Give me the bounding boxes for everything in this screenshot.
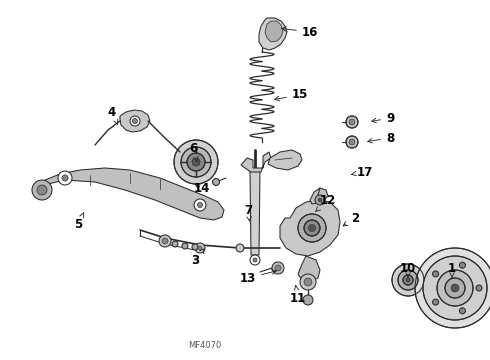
Circle shape (476, 285, 482, 291)
Circle shape (192, 244, 198, 250)
Text: 3: 3 (191, 249, 204, 266)
Circle shape (406, 278, 410, 282)
Circle shape (403, 275, 413, 285)
Polygon shape (265, 21, 283, 42)
Circle shape (300, 274, 316, 290)
Circle shape (398, 270, 418, 290)
Circle shape (187, 153, 205, 171)
Circle shape (37, 185, 47, 195)
Circle shape (349, 119, 355, 125)
Circle shape (451, 284, 459, 292)
Circle shape (433, 271, 439, 277)
Circle shape (130, 116, 140, 126)
Circle shape (349, 139, 355, 145)
Polygon shape (250, 170, 260, 255)
Polygon shape (120, 110, 150, 132)
Polygon shape (268, 150, 302, 170)
Circle shape (318, 198, 322, 202)
Text: 14: 14 (194, 181, 210, 194)
Circle shape (62, 175, 68, 181)
Text: 15: 15 (275, 89, 308, 102)
Circle shape (181, 147, 211, 177)
Circle shape (415, 248, 490, 328)
Text: 11: 11 (290, 285, 306, 305)
Circle shape (197, 202, 202, 207)
Circle shape (253, 258, 257, 262)
Text: 8: 8 (368, 131, 394, 144)
Text: 4: 4 (108, 105, 118, 124)
Polygon shape (241, 152, 271, 172)
Circle shape (192, 158, 200, 166)
Circle shape (433, 299, 439, 305)
Circle shape (309, 225, 316, 231)
Circle shape (172, 241, 178, 247)
Text: 9: 9 (372, 112, 394, 125)
Circle shape (162, 238, 168, 244)
Polygon shape (280, 200, 340, 256)
Text: 7: 7 (244, 203, 252, 221)
Circle shape (346, 136, 358, 148)
Circle shape (272, 262, 284, 274)
Text: 13: 13 (240, 270, 276, 284)
Circle shape (303, 295, 313, 305)
Circle shape (423, 256, 487, 320)
Text: 6: 6 (189, 141, 198, 161)
Text: 12: 12 (316, 194, 336, 211)
Text: 5: 5 (74, 213, 84, 231)
Circle shape (195, 243, 205, 253)
Text: 10: 10 (400, 261, 416, 278)
Circle shape (198, 246, 202, 250)
Circle shape (236, 244, 244, 252)
Circle shape (346, 116, 358, 128)
Polygon shape (310, 188, 328, 204)
Circle shape (304, 278, 312, 286)
Circle shape (392, 264, 424, 296)
Circle shape (58, 171, 72, 185)
Circle shape (159, 235, 171, 247)
Polygon shape (35, 168, 224, 220)
Circle shape (460, 262, 465, 268)
Text: 17: 17 (351, 166, 373, 179)
Text: 1: 1 (448, 261, 456, 278)
Text: MF4070: MF4070 (188, 341, 221, 350)
Polygon shape (259, 18, 287, 50)
Circle shape (460, 308, 465, 314)
Circle shape (213, 179, 220, 185)
Polygon shape (298, 256, 320, 282)
Circle shape (445, 278, 465, 298)
Circle shape (132, 118, 138, 123)
Text: 2: 2 (343, 211, 359, 226)
Circle shape (250, 255, 260, 265)
Circle shape (32, 180, 52, 200)
Circle shape (182, 243, 188, 249)
Circle shape (298, 214, 326, 242)
Circle shape (194, 199, 206, 211)
Circle shape (275, 265, 281, 271)
Circle shape (174, 140, 218, 184)
Text: 16: 16 (282, 26, 318, 39)
Circle shape (304, 220, 320, 236)
Circle shape (315, 195, 325, 205)
Circle shape (437, 270, 473, 306)
